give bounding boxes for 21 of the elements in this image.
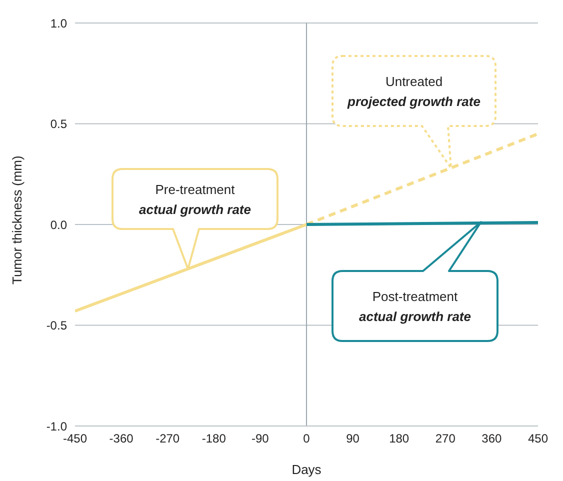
x-tick-label: -450: [62, 432, 88, 446]
annotation: Pre-treatment actual growth rate: [139, 182, 251, 217]
y-tick-label: -0.5: [46, 318, 68, 333]
x-tick-label: -360: [109, 432, 134, 446]
x-tick-label: 360: [482, 432, 502, 446]
x-tick-label: 270: [435, 432, 456, 446]
y-tick-label: -1.0: [46, 419, 68, 434]
y-axis-title: Tumor thickness (mm): [10, 156, 25, 284]
y-tick-label: 1.0: [50, 16, 68, 30]
y-tick-label: 0.0: [50, 218, 68, 232]
annotation: Untreated projected growth rate: [346, 74, 480, 109]
x-tick-label: 180: [389, 432, 410, 446]
x-tick-label: 450: [528, 432, 548, 446]
x-axis-title: Days: [292, 462, 322, 477]
x-tick-label: -270: [156, 432, 180, 446]
x-tick-label: -180: [202, 432, 226, 446]
x-tick-label: 0: [303, 432, 310, 446]
y-tick-label: 0.5: [50, 117, 68, 132]
annotation: Post-treatment actual growth rate: [359, 289, 471, 324]
x-tick-label: -90: [252, 432, 270, 446]
x-tick-label: 90: [346, 432, 360, 446]
